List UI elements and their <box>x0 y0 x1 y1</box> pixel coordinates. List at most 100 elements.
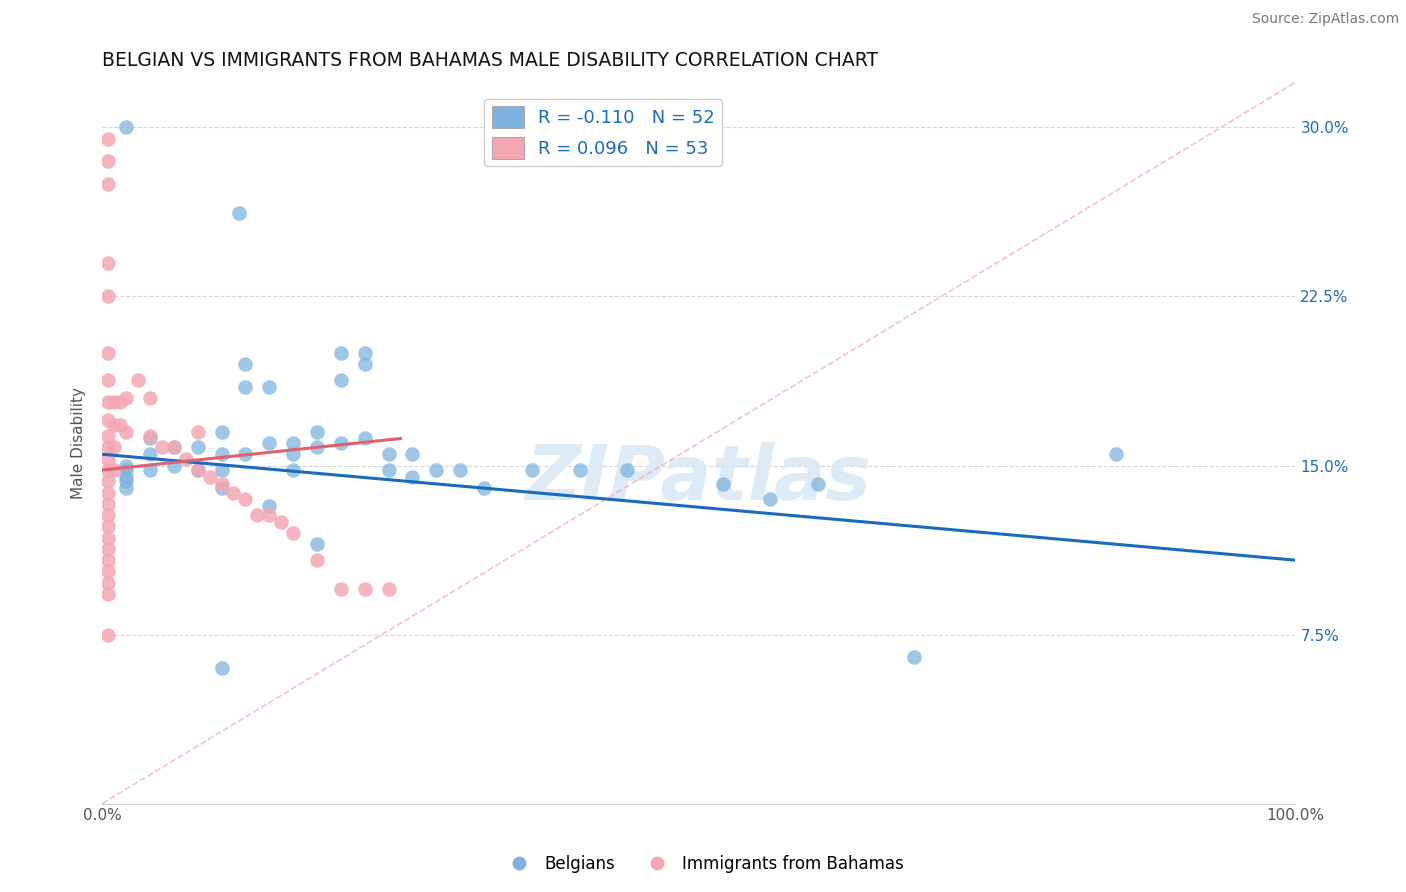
Point <box>377 463 399 477</box>
Point <box>281 447 304 461</box>
Point <box>97 627 120 641</box>
Text: Source: ZipAtlas.com: Source: ZipAtlas.com <box>1251 12 1399 26</box>
Point <box>139 432 162 446</box>
Point <box>211 447 233 461</box>
Point <box>329 373 352 387</box>
Point <box>97 475 120 489</box>
Point <box>103 463 125 477</box>
Point <box>97 531 120 545</box>
Point <box>246 508 269 522</box>
Point <box>115 120 138 135</box>
Point <box>187 463 209 477</box>
Point <box>305 537 328 551</box>
Point <box>187 463 209 477</box>
Point <box>211 463 233 477</box>
Point <box>97 553 120 567</box>
Point <box>353 346 375 360</box>
Point <box>759 492 782 507</box>
Point <box>425 463 447 477</box>
Point <box>235 357 257 371</box>
Point <box>97 451 120 466</box>
Point <box>472 481 495 495</box>
Point <box>329 436 352 450</box>
Point <box>568 463 591 477</box>
Point <box>97 429 120 443</box>
Point <box>115 425 138 439</box>
Point <box>329 582 352 597</box>
Point <box>163 441 186 455</box>
Point <box>103 395 125 409</box>
Point <box>228 206 250 220</box>
Point <box>97 395 120 409</box>
Point <box>807 476 830 491</box>
Point <box>115 391 138 405</box>
Point <box>115 475 138 489</box>
Point <box>97 519 120 533</box>
Point <box>139 391 162 405</box>
Point <box>711 476 734 491</box>
Point <box>115 458 138 473</box>
Point <box>353 357 375 371</box>
Point <box>127 373 149 387</box>
Point <box>198 470 221 484</box>
Point <box>211 425 233 439</box>
Point <box>103 417 125 432</box>
Point <box>97 413 120 427</box>
Point <box>449 463 471 477</box>
Point <box>97 346 120 360</box>
Point <box>97 541 120 556</box>
Point <box>305 425 328 439</box>
Point <box>97 154 120 169</box>
Point <box>281 436 304 450</box>
Point <box>97 177 120 191</box>
Point <box>270 515 292 529</box>
Point <box>139 463 162 477</box>
Point <box>235 492 257 507</box>
Point <box>103 441 125 455</box>
Point <box>97 565 120 579</box>
Point <box>1105 447 1128 461</box>
Point <box>259 508 281 522</box>
Point <box>139 447 162 461</box>
Text: ZIPatlas: ZIPatlas <box>526 442 872 516</box>
Point <box>353 432 375 446</box>
Point <box>616 463 638 477</box>
Point <box>163 458 186 473</box>
Point <box>377 447 399 461</box>
Point <box>97 587 120 601</box>
Y-axis label: Male Disability: Male Disability <box>72 387 86 499</box>
Point <box>97 485 120 500</box>
Point <box>401 470 423 484</box>
Point <box>187 425 209 439</box>
Point <box>211 661 233 675</box>
Point <box>281 526 304 541</box>
Point <box>305 553 328 567</box>
Point <box>163 441 186 455</box>
Point <box>97 575 120 590</box>
Point <box>401 447 423 461</box>
Text: BELGIAN VS IMMIGRANTS FROM BAHAMAS MALE DISABILITY CORRELATION CHART: BELGIAN VS IMMIGRANTS FROM BAHAMAS MALE … <box>103 51 879 70</box>
Point <box>97 497 120 511</box>
Point <box>329 346 352 360</box>
Point <box>211 476 233 491</box>
Point <box>97 373 120 387</box>
Point <box>259 499 281 513</box>
Point <box>281 463 304 477</box>
Point <box>211 481 233 495</box>
Point <box>115 481 138 495</box>
Point <box>222 485 245 500</box>
Point <box>97 131 120 145</box>
Point <box>97 463 120 477</box>
Point <box>259 436 281 450</box>
Point <box>97 508 120 522</box>
Legend: Belgians, Immigrants from Bahamas: Belgians, Immigrants from Bahamas <box>496 848 910 880</box>
Point <box>903 650 925 665</box>
Point <box>353 582 375 597</box>
Point <box>108 417 131 432</box>
Point <box>115 463 138 477</box>
Point <box>187 441 209 455</box>
Point <box>97 441 120 455</box>
Legend: R = -0.110   N = 52, R = 0.096   N = 53: R = -0.110 N = 52, R = 0.096 N = 53 <box>484 99 723 166</box>
Point <box>377 582 399 597</box>
Point <box>108 395 131 409</box>
